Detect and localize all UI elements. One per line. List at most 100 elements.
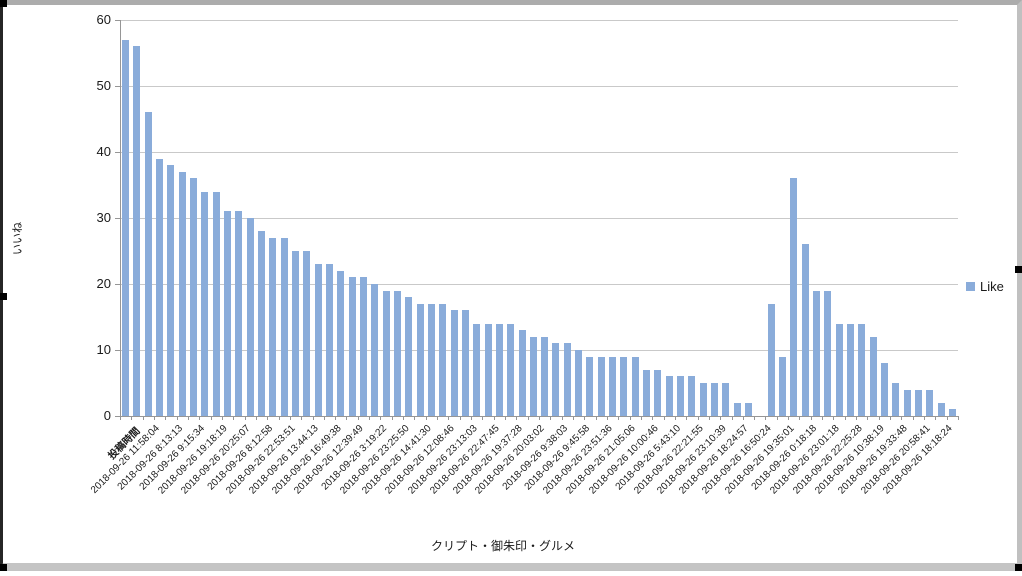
bar[interactable] (858, 323, 866, 416)
bar[interactable] (586, 356, 594, 416)
y-tick-label-10: 10 (96, 342, 111, 357)
bar[interactable] (835, 323, 843, 416)
bar[interactable] (926, 389, 934, 416)
bar[interactable] (507, 323, 515, 416)
x-tick-mark (459, 416, 461, 420)
bar[interactable] (427, 303, 435, 416)
bar[interactable] (359, 277, 367, 416)
bar[interactable] (654, 369, 662, 416)
bar[interactable] (722, 383, 730, 416)
bar[interactable] (348, 277, 356, 416)
x-tick-mark (357, 416, 359, 420)
bar[interactable] (631, 356, 639, 416)
bar[interactable] (303, 251, 311, 416)
x-tick-mark (255, 416, 257, 420)
bar[interactable] (212, 191, 220, 416)
bar[interactable] (280, 237, 288, 416)
bar[interactable] (235, 211, 243, 416)
bar[interactable] (688, 376, 696, 416)
bar[interactable] (405, 297, 413, 416)
bar[interactable] (167, 165, 175, 416)
selection-handle-bottom-right[interactable] (1015, 564, 1022, 571)
bar[interactable] (484, 323, 492, 416)
bar[interactable] (892, 383, 900, 416)
bar[interactable] (495, 323, 503, 416)
bar[interactable] (903, 389, 911, 416)
bar[interactable] (326, 264, 333, 416)
x-tick-mark (312, 416, 314, 420)
bar[interactable] (371, 284, 379, 416)
bar[interactable] (563, 343, 571, 416)
bar[interactable] (597, 356, 605, 416)
bar[interactable] (190, 178, 198, 416)
bar[interactable] (699, 383, 707, 416)
legend-label: Like (980, 279, 1004, 294)
bar[interactable] (801, 244, 809, 416)
bar[interactable] (450, 310, 458, 416)
x-tick-mark (901, 416, 903, 420)
selection-handle-mid-left[interactable] (0, 293, 7, 300)
x-tick-mark (187, 416, 189, 420)
bar[interactable] (416, 303, 424, 416)
bar[interactable] (948, 409, 956, 416)
bar[interactable] (224, 211, 232, 416)
bar[interactable] (292, 251, 300, 416)
bar[interactable] (711, 383, 719, 416)
bar[interactable] (393, 290, 401, 416)
x-tick-mark (946, 416, 948, 420)
x-axis-title: クリプト・御朱印・グルメ (430, 539, 575, 553)
bar[interactable] (620, 356, 628, 416)
bar[interactable] (133, 46, 141, 416)
bar[interactable] (745, 402, 752, 416)
selection-handle-top-left[interactable] (0, 0, 7, 7)
bar[interactable] (314, 264, 322, 416)
legend[interactable]: Like (966, 279, 1004, 294)
x-tick-mark (799, 416, 801, 420)
bar[interactable] (337, 270, 345, 416)
bar[interactable] (914, 389, 922, 416)
bar[interactable] (937, 402, 945, 416)
selection-handle-mid-right[interactable] (1015, 266, 1022, 273)
bar[interactable] (869, 336, 877, 416)
bar[interactable] (178, 171, 186, 416)
bar[interactable] (144, 112, 152, 416)
bar[interactable] (643, 369, 651, 416)
bar[interactable] (824, 290, 832, 416)
bar[interactable] (767, 303, 775, 416)
x-tick-mark (708, 416, 710, 420)
bar[interactable] (529, 336, 537, 416)
bar[interactable] (552, 343, 560, 416)
bar[interactable] (246, 218, 254, 416)
bar[interactable] (790, 178, 798, 416)
x-tick-mark (754, 416, 756, 420)
bar[interactable] (269, 237, 277, 416)
bar[interactable] (677, 376, 685, 416)
bar[interactable] (665, 376, 673, 416)
bar[interactable] (778, 356, 786, 416)
x-tick-mark (516, 416, 518, 420)
bar[interactable] (812, 290, 820, 416)
bar[interactable] (473, 323, 481, 416)
bar[interactable] (122, 39, 130, 416)
x-tick-mark (595, 416, 597, 420)
bar[interactable] (258, 231, 266, 416)
bar[interactable] (156, 158, 164, 416)
x-tick-mark (153, 416, 155, 420)
x-tick-mark (776, 416, 778, 420)
bar[interactable] (846, 323, 854, 416)
bar[interactable] (575, 350, 583, 416)
bar[interactable] (439, 303, 447, 416)
bar[interactable] (201, 191, 209, 416)
bar[interactable] (518, 330, 526, 416)
x-tick-mark (765, 416, 767, 420)
bar[interactable] (609, 356, 617, 416)
bar[interactable] (382, 290, 390, 416)
bar[interactable] (733, 402, 741, 416)
x-tick-mark (403, 416, 405, 420)
selection-handle-bottom-left[interactable] (0, 564, 7, 571)
bar[interactable] (461, 310, 469, 416)
x-tick-mark (437, 416, 439, 420)
y-tick-mark (115, 86, 120, 87)
bar[interactable] (880, 363, 888, 416)
bar[interactable] (541, 336, 549, 416)
